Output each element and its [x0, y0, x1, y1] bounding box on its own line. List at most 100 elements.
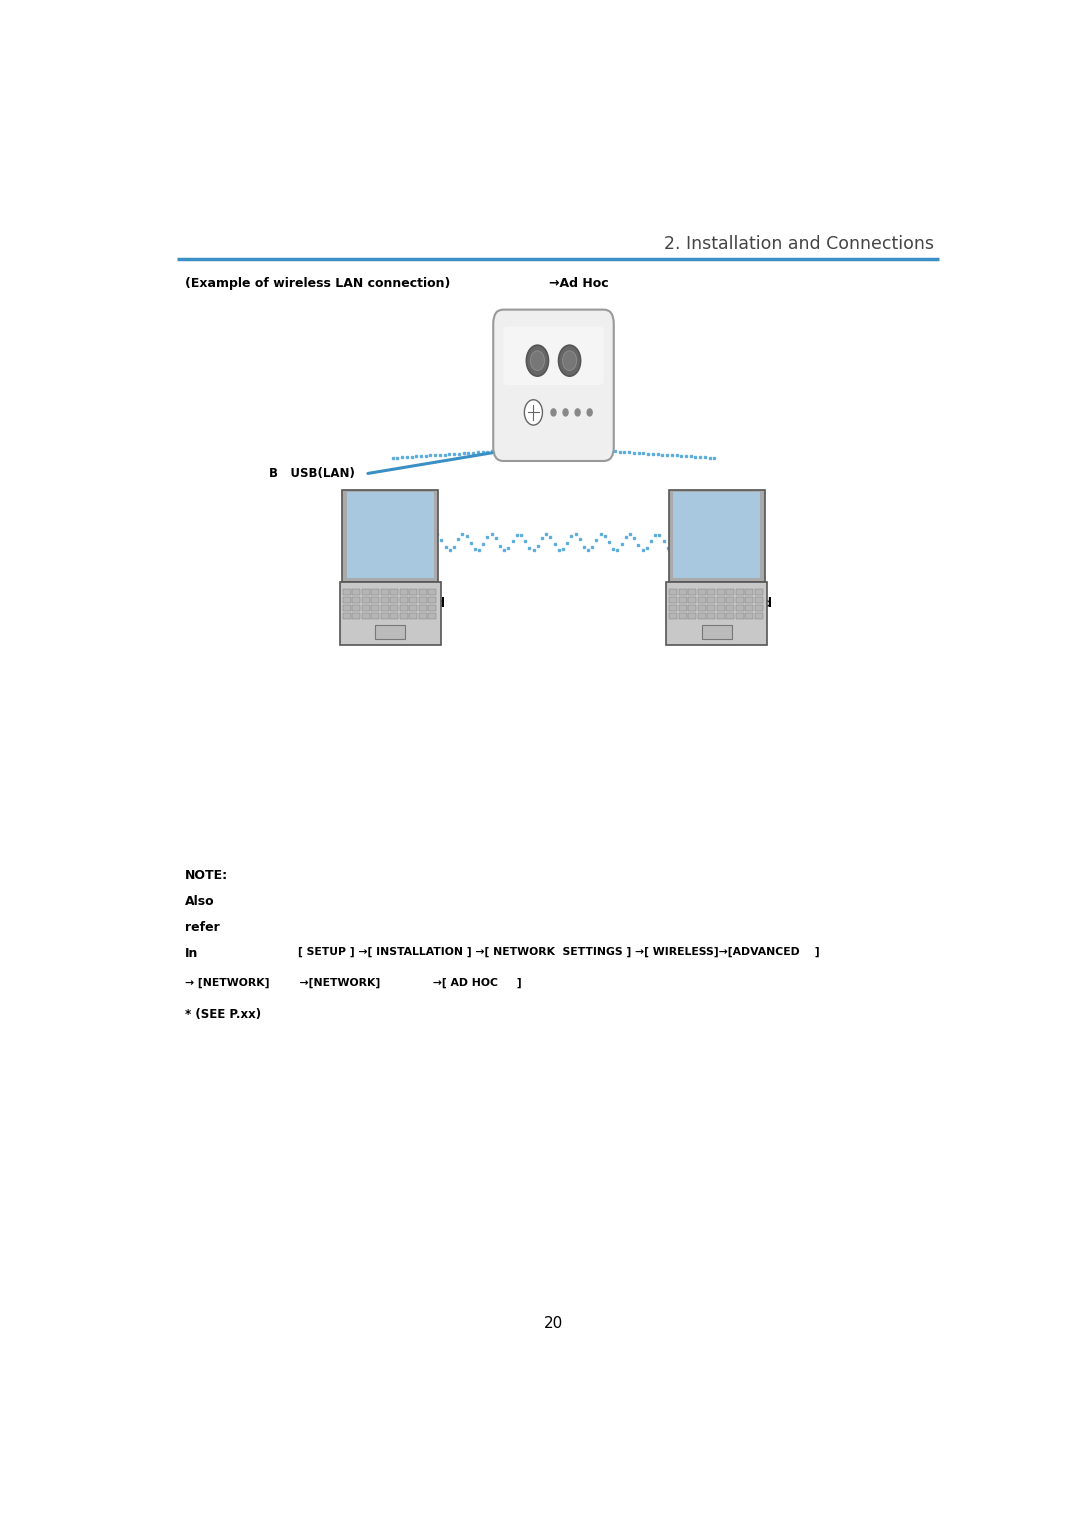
Bar	[429, 605, 436, 611]
Bar	[745, 613, 753, 619]
Bar	[400, 613, 407, 619]
Bar	[698, 613, 705, 619]
Bar	[717, 590, 725, 594]
Bar	[678, 590, 687, 594]
Bar	[390, 605, 399, 611]
Bar	[698, 605, 705, 611]
Bar	[707, 613, 715, 619]
Text: 2. Installation and Connections: 2. Installation and Connections	[664, 235, 934, 253]
Bar	[372, 597, 379, 604]
Bar	[352, 613, 360, 619]
Bar	[678, 613, 687, 619]
Bar	[717, 613, 725, 619]
Bar	[735, 605, 743, 611]
Text: B   USB(LAN): B USB(LAN)	[269, 468, 355, 480]
Bar	[342, 597, 351, 604]
Bar	[381, 605, 389, 611]
FancyBboxPatch shape	[503, 326, 604, 386]
Bar	[707, 605, 715, 611]
Bar	[419, 590, 427, 594]
Circle shape	[530, 351, 544, 370]
Text: 20: 20	[544, 1317, 563, 1330]
Bar	[674, 492, 760, 579]
Bar	[342, 605, 351, 611]
Bar	[362, 613, 369, 619]
Text: [ SETUP ] →[ INSTALLATION ] →[ NETWORK  SETTINGS ] →[ WIRELESS]→[ADVANCED    ]: [ SETUP ] →[ INSTALLATION ] →[ NETWORK S…	[298, 946, 820, 957]
Bar	[342, 613, 351, 619]
Circle shape	[525, 399, 542, 425]
Bar	[755, 597, 762, 604]
Bar	[745, 597, 753, 604]
Text: NOTE:: NOTE:	[186, 869, 228, 882]
Text: → [NETWORK]        →[NETWORK]              →[ AD HOC     ]: → [NETWORK] →[NETWORK] →[ AD HOC ]	[186, 977, 522, 988]
Bar	[726, 597, 734, 604]
Bar	[342, 491, 438, 582]
Bar	[670, 597, 677, 604]
Bar	[698, 597, 705, 604]
Bar	[735, 597, 743, 604]
Bar	[400, 597, 407, 604]
Bar	[745, 605, 753, 611]
Bar	[688, 605, 696, 611]
Bar	[678, 605, 687, 611]
Text: LAN card: LAN card	[712, 596, 772, 610]
Bar	[409, 613, 417, 619]
Bar	[400, 590, 407, 594]
Bar	[678, 597, 687, 604]
Bar	[726, 613, 734, 619]
Bar	[755, 590, 762, 594]
Text: ◼: ◼	[685, 602, 691, 611]
Bar	[409, 590, 417, 594]
Text: (Example of wireless LAN connection): (Example of wireless LAN connection)	[186, 277, 450, 290]
Bar	[755, 605, 762, 611]
Bar	[707, 597, 715, 604]
Bar	[755, 613, 762, 619]
Bar	[409, 597, 417, 604]
Bar	[390, 590, 399, 594]
FancyBboxPatch shape	[494, 309, 613, 460]
Text: →Ad Hoc: →Ad Hoc	[550, 277, 609, 290]
Bar	[429, 597, 436, 604]
Text: LAN card: LAN card	[386, 596, 445, 610]
Bar	[375, 625, 405, 639]
Bar	[688, 590, 696, 594]
Bar	[340, 582, 441, 645]
Bar	[707, 590, 715, 594]
Bar	[669, 491, 765, 582]
Bar	[735, 613, 743, 619]
Bar	[400, 605, 407, 611]
Text: ◼: ◼	[357, 602, 365, 611]
Bar	[352, 605, 360, 611]
Circle shape	[558, 344, 581, 376]
Bar	[429, 590, 436, 594]
Bar	[352, 590, 360, 594]
Bar	[409, 605, 417, 611]
Bar	[362, 597, 369, 604]
Bar	[372, 590, 379, 594]
Bar	[717, 597, 725, 604]
Bar	[735, 590, 743, 594]
Circle shape	[588, 408, 592, 416]
Text: In: In	[186, 946, 199, 960]
Bar	[372, 605, 379, 611]
Bar	[726, 605, 734, 611]
Bar	[347, 492, 433, 579]
Bar	[390, 613, 399, 619]
Bar	[670, 590, 677, 594]
Circle shape	[526, 344, 549, 376]
Bar	[429, 613, 436, 619]
Bar	[726, 590, 734, 594]
Bar	[670, 605, 677, 611]
Text: refer: refer	[186, 920, 220, 934]
Bar	[419, 597, 427, 604]
Bar	[419, 605, 427, 611]
Bar	[745, 590, 753, 594]
Bar	[372, 613, 379, 619]
Bar	[688, 613, 696, 619]
Bar	[381, 613, 389, 619]
Text: * (SEE P.xx): * (SEE P.xx)	[186, 1007, 261, 1021]
Bar	[419, 613, 427, 619]
Bar	[381, 590, 389, 594]
Bar	[666, 582, 767, 645]
Bar	[670, 613, 677, 619]
